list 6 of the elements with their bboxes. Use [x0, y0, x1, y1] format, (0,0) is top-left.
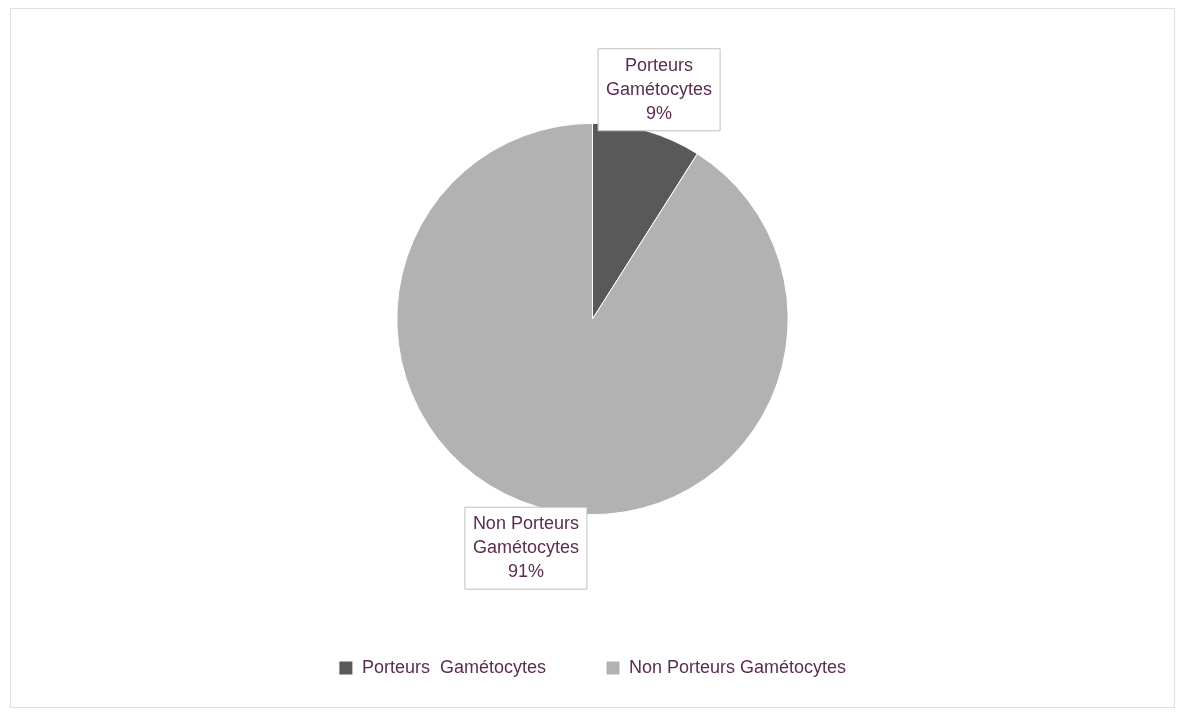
data-label: 9%	[646, 102, 673, 123]
legend-label: Porteurs Gamétocytes	[361, 656, 546, 677]
slice-label: Porteurs Gamétocytes	[606, 54, 713, 99]
slice-label: Non Porteurs Gamétocytes	[472, 513, 579, 558]
data-label: 91%	[507, 561, 544, 582]
legend-label: Non Porteurs Gamétocytes	[628, 656, 847, 677]
